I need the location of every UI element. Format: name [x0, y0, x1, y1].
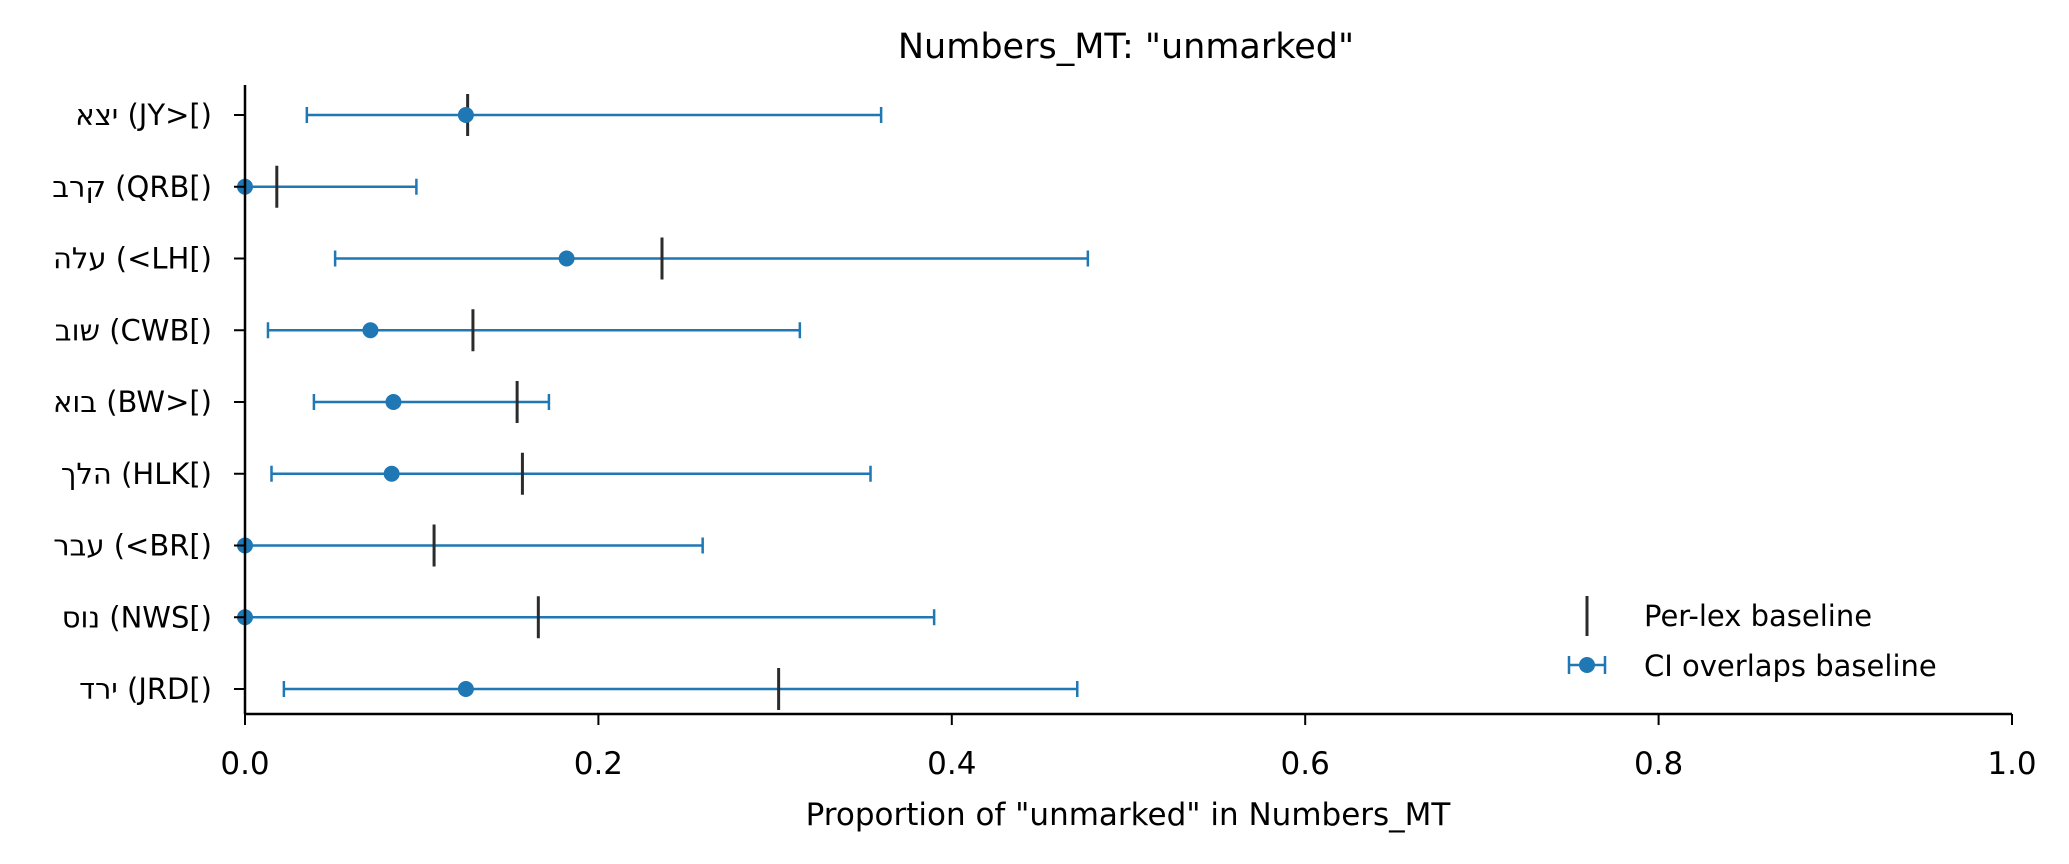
ci-point	[362, 322, 379, 339]
x-tick-label: 0.0	[220, 746, 269, 782]
category-row	[312, 381, 551, 423]
x-tick-label: 0.4	[927, 746, 976, 782]
category-row	[270, 452, 872, 495]
category-row	[237, 524, 704, 567]
y-tick-label: נוס (NWS[)	[62, 600, 212, 634]
y-tick-label: הלך (HLK[)	[61, 457, 212, 491]
y-tick-label: ירד (JRD[)	[79, 672, 212, 706]
plot-area	[237, 94, 1090, 710]
x-tick-label: 0.8	[1634, 746, 1683, 782]
legend: Per-lex baseline CI overlaps baseline	[1567, 596, 1937, 683]
category-row	[282, 668, 1079, 710]
y-tick-label: יצא (JY>[)	[75, 98, 212, 132]
category-row	[266, 309, 802, 352]
x-tick-label: 0.2	[574, 746, 623, 782]
ci-point	[457, 107, 474, 123]
x-axis-title: Proportion of "unmarked" in Numbers_MT	[806, 797, 1452, 833]
chart-title: Numbers_MT: "unmarked"	[898, 27, 1354, 67]
y-tick-label: קרב (QRB[)	[52, 170, 212, 204]
ci-point	[558, 250, 575, 267]
x-ticks: 0.0 0.2 0.4 0.6 0.8 1.0	[220, 714, 2037, 782]
x-tick-label: 1.0	[1987, 746, 2036, 782]
ci-point	[385, 394, 402, 410]
legend-label-baseline: Per-lex baseline	[1644, 599, 1872, 633]
x-tick-label: 0.6	[1281, 746, 1330, 782]
category-row	[333, 237, 1090, 280]
legend-ci-marker-dot	[1579, 657, 1595, 673]
axes	[243, 85, 2012, 716]
category-row	[237, 165, 418, 208]
y-ticks: יצא (JY>[) קרב (QRB[) עלה (<LH[) שוב (CWB[)…	[52, 98, 245, 706]
category-row	[305, 94, 883, 136]
y-tick-label: עבר (<BR[)	[53, 529, 212, 563]
ci-point	[457, 681, 474, 697]
category-row	[237, 596, 936, 639]
y-tick-label: שוב (CWB[)	[55, 313, 212, 347]
y-tick-label: בוא (BW>[)	[53, 385, 212, 419]
ci-point	[383, 465, 400, 482]
y-tick-label: עלה (<LH[)	[53, 242, 212, 276]
legend-label-ci: CI overlaps baseline	[1644, 649, 1937, 683]
